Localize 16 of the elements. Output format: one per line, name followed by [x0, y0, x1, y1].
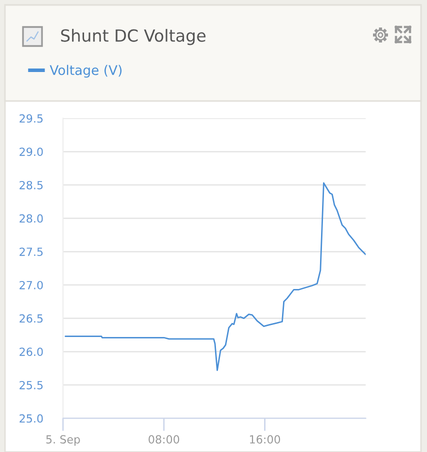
- chart-title: Shunt DC Voltage: [61, 28, 206, 46]
- y-tick-label: 28.5: [20, 180, 43, 190]
- y-tick-label: 27.0: [20, 280, 43, 290]
- x-tick-label: 16:00: [250, 435, 280, 444]
- x-tick-label: 08:00: [148, 435, 180, 444]
- y-tick-label: 28.0: [20, 214, 43, 223]
- y-tick-label: 26.0: [20, 348, 43, 356]
- line-series: [64, 182, 366, 371]
- legend-label: Voltage (V): [50, 64, 122, 78]
- y-tick-label: 29.5: [20, 114, 43, 123]
- x-tick-label: 5. Sep: [46, 435, 80, 446]
- y-tick-label: 27.5: [20, 248, 43, 256]
- y-tick-label: 25.5: [20, 380, 43, 390]
- y-tick-label: 25.0: [20, 414, 43, 423]
- y-tick-label: 29.0: [20, 148, 43, 156]
- y-tick-label: 26.5: [20, 314, 43, 323]
